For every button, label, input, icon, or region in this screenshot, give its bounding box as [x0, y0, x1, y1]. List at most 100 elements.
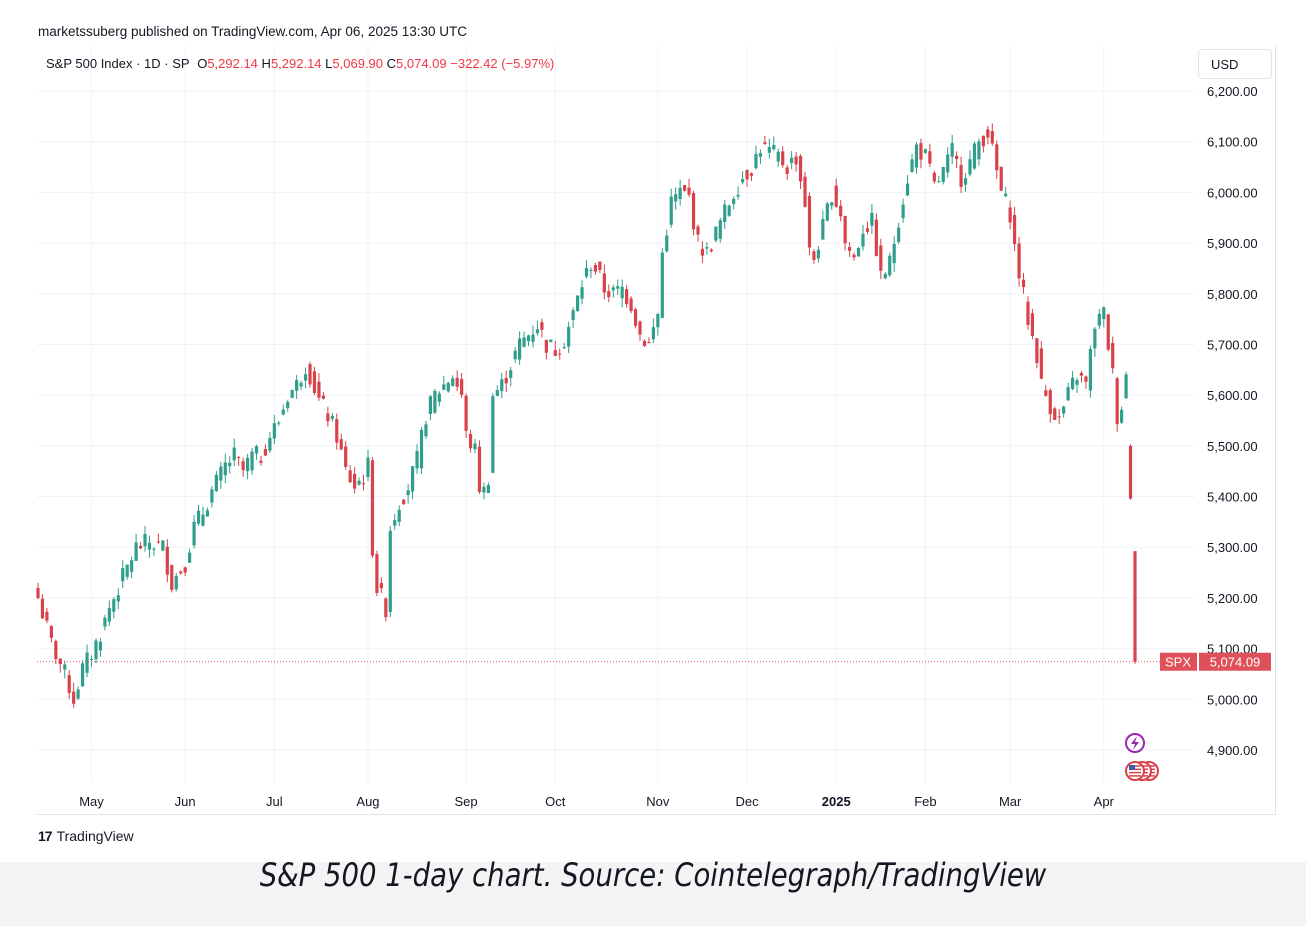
candle-body: [736, 194, 740, 197]
candle-body: [558, 353, 562, 355]
candle-body: [468, 433, 473, 449]
x-tick-label: Feb: [914, 794, 936, 809]
candle-body: [910, 159, 914, 173]
candle-body: [825, 203, 829, 221]
candle-body: [179, 571, 183, 574]
candle-body: [919, 143, 923, 160]
candle-body: [892, 243, 896, 264]
candle-body: [330, 416, 334, 419]
candle-body: [785, 167, 789, 175]
candle-body: [170, 565, 174, 590]
x-tick-label: Aug: [356, 794, 379, 809]
candle-body: [923, 149, 928, 153]
candle-body: [1070, 377, 1075, 389]
candle-body: [348, 470, 352, 483]
candle-body: [344, 446, 348, 467]
candle-body: [901, 204, 905, 219]
y-tick-label: 5,200.00: [1207, 591, 1258, 606]
y-tick-label: 5,700.00: [1207, 337, 1258, 352]
candle-body: [223, 462, 227, 476]
candle-body: [89, 659, 94, 661]
candle-body: [781, 151, 785, 166]
candle-body: [460, 379, 464, 395]
candle-body: [72, 691, 76, 704]
candle-body: [40, 598, 45, 619]
candle-body: [219, 466, 223, 481]
candle-body: [647, 342, 651, 344]
y-tick-label: 5,000.00: [1207, 692, 1258, 707]
candle-body: [950, 143, 954, 157]
candle-body: [424, 424, 428, 437]
candle-body: [678, 187, 682, 200]
candle-body: [700, 248, 705, 256]
candle-body: [763, 142, 767, 144]
x-tick-label: Jun: [175, 794, 196, 809]
candle-body: [495, 390, 499, 397]
candle-body: [870, 212, 874, 226]
candle-body: [174, 576, 178, 590]
candle-body: [740, 179, 745, 183]
candle-body: [196, 510, 201, 524]
candle-body: [49, 625, 53, 638]
ticker-tag-bg: [1160, 652, 1197, 671]
us-flag-event-icon[interactable]: [1125, 761, 1145, 781]
candle-body: [94, 640, 98, 660]
x-tick-label: May: [79, 794, 104, 809]
candle-body: [830, 202, 834, 206]
candle-body: [410, 466, 415, 492]
candle-body: [1066, 387, 1070, 401]
candle-body: [816, 249, 820, 259]
price-tag-text: 5,074.09: [1210, 655, 1261, 670]
y-tick-label: 6,100.00: [1207, 135, 1258, 150]
candle-body: [888, 255, 892, 276]
candle-body: [620, 286, 624, 299]
candle-body: [531, 334, 535, 342]
candle-body: [183, 567, 187, 573]
candle-body: [745, 169, 749, 180]
y-tick-label: 5,800.00: [1207, 287, 1258, 302]
candle-body: [232, 447, 236, 461]
candle-body: [214, 474, 218, 492]
candle-body: [897, 227, 901, 242]
currency-button[interactable]: USD: [1198, 49, 1272, 79]
candle-body: [80, 663, 85, 687]
candle-body: [1133, 551, 1137, 662]
candle-body: [58, 658, 62, 665]
tradingview-logo[interactable]: 17 TradingView: [38, 828, 134, 844]
candle-body: [972, 143, 977, 169]
candle-body: [353, 473, 357, 489]
published-line: marketssuberg published on TradingView.c…: [38, 24, 468, 39]
candle-body: [388, 530, 392, 612]
candle-body: [665, 235, 669, 252]
candle-body: [308, 364, 312, 385]
x-tick-label: 2025: [822, 794, 851, 809]
x-tick-label: Jul: [266, 794, 283, 809]
legend-close-value: 5,074.09: [396, 56, 447, 71]
candle-body: [879, 245, 883, 271]
candle-body: [1062, 406, 1066, 414]
tradingview-mark-icon: 17: [38, 828, 53, 844]
candle-body: [705, 247, 709, 249]
candle-body: [656, 314, 660, 328]
x-tick-label: Sep: [455, 794, 478, 809]
candle-body: [192, 521, 196, 546]
candle-body: [709, 249, 713, 252]
candle-body: [76, 689, 80, 699]
candle-body: [1026, 301, 1030, 325]
candle-body: [941, 167, 945, 183]
legend-open-label: O: [197, 56, 208, 71]
candle-body: [464, 395, 468, 431]
candle-body: [500, 379, 504, 392]
candle-body: [477, 446, 482, 492]
candle-body: [116, 595, 120, 602]
candle-body: [986, 129, 990, 138]
lightning-glyph: [1131, 736, 1139, 750]
candle-body: [714, 226, 718, 241]
candlestick-chart[interactable]: 6,200.00 6,100.00 6,000.00 5,900.00 5,800.00…: [0, 0, 1306, 862]
candle-body: [1120, 409, 1124, 423]
candle-body: [1004, 193, 1008, 197]
candle-body: [357, 480, 361, 485]
candle-body: [812, 251, 816, 260]
candle-body: [402, 499, 406, 505]
candle-body: [188, 552, 192, 563]
